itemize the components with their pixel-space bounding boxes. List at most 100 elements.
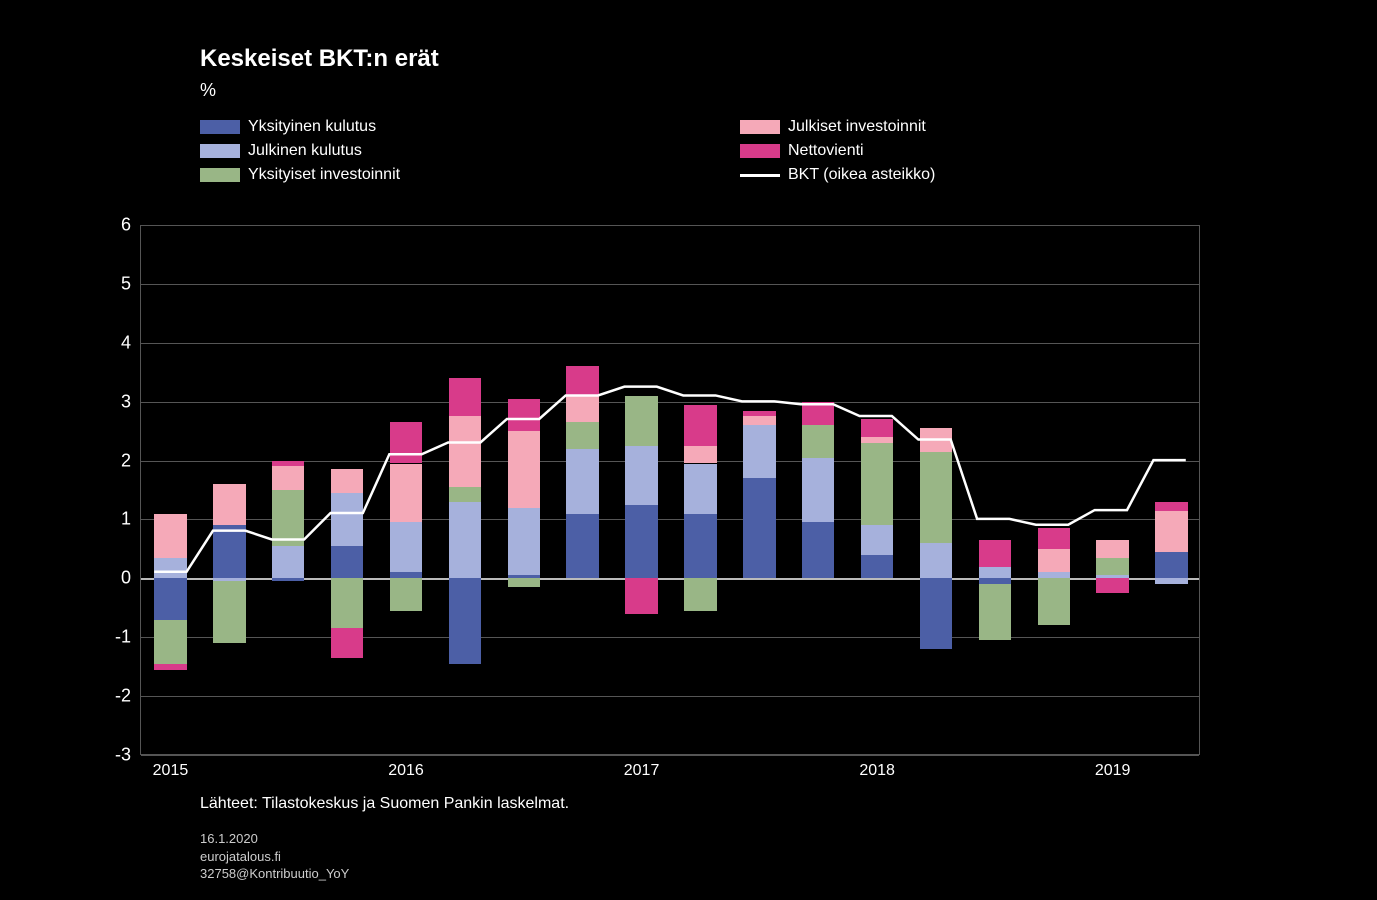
bar-segment-pub_inv	[743, 416, 775, 425]
legend-label: Yksityiset investoinnit	[248, 166, 400, 184]
bar-segment-net_exp	[566, 366, 598, 395]
bar-segment-net_exp	[1155, 502, 1187, 511]
bar-slot	[625, 225, 657, 754]
bar-slot	[154, 225, 186, 754]
bar-segment-priv_inv	[861, 443, 893, 525]
bar-slot	[508, 225, 540, 754]
legend-label: Julkiset investoinnit	[788, 118, 926, 136]
legend-label: Julkinen kulutus	[248, 142, 362, 160]
bar-segment-priv_cons	[920, 578, 952, 649]
bar-segment-pub_cons	[920, 543, 952, 578]
bar-segment-pub_cons	[625, 446, 657, 505]
x-axis-label: 2016	[388, 762, 424, 780]
bar-segment-pub_cons	[1155, 578, 1187, 584]
bar-segment-pub_cons	[743, 425, 775, 478]
bar-segment-priv_inv	[154, 620, 186, 664]
chart-subtitle: %	[200, 80, 216, 101]
bar-slot	[802, 225, 834, 754]
bar-segment-pub_inv	[1096, 540, 1128, 558]
bar-segment-priv_inv	[979, 584, 1011, 640]
bar-slot	[979, 225, 1011, 754]
bar-segment-priv_cons	[743, 478, 775, 578]
bar-segment-net_exp	[390, 422, 422, 463]
legend-swatch	[200, 120, 240, 134]
bar-slot	[920, 225, 952, 754]
bar-segment-net_exp	[331, 628, 363, 657]
bar-segment-pub_cons	[449, 502, 481, 579]
bar-slot	[684, 225, 716, 754]
legend-item: Julkinen kulutus	[200, 139, 740, 163]
bar-segment-pub_inv	[331, 469, 363, 493]
bar-segment-priv_cons	[566, 514, 598, 579]
legend-label: BKT (oikea asteikko)	[788, 166, 935, 184]
bar-segment-pub_cons	[861, 525, 893, 554]
bar-segment-pub_cons	[331, 493, 363, 546]
bar-segment-pub_inv	[566, 396, 598, 423]
legend: Yksityinen kulutus Julkinen kulutus Yksity…	[200, 115, 1200, 187]
footer: 16.1.2020 eurojatalous.fi 32758@Kontribu…	[200, 830, 349, 883]
chart-area: -3-2-1012345620152016201720182019	[140, 225, 1200, 755]
bar-slot	[861, 225, 893, 754]
bar-slot	[1038, 225, 1070, 754]
bar-segment-net_exp	[272, 461, 304, 467]
bar-segment-priv_inv	[920, 452, 952, 543]
bar-segment-net_exp	[979, 540, 1011, 567]
bar-slot	[449, 225, 481, 754]
footer-date: 16.1.2020	[200, 830, 349, 848]
bar-segment-net_exp	[684, 405, 716, 446]
bar-segment-priv_inv	[1038, 578, 1070, 625]
bar-segment-pub_cons	[390, 522, 422, 572]
bar-segment-pub_inv	[920, 428, 952, 452]
bar-segment-net_exp	[449, 378, 481, 416]
bar-segment-pub_inv	[449, 416, 481, 487]
bar-segment-priv_cons	[272, 578, 304, 581]
bar-segment-pub_inv	[272, 466, 304, 490]
bar-slot	[272, 225, 304, 754]
bar-segment-net_exp	[861, 419, 893, 437]
y-axis-label: 0	[121, 568, 131, 589]
x-axis-label: 2019	[1095, 762, 1131, 780]
bar-segment-priv_inv	[331, 578, 363, 628]
bar-segment-pub_cons	[684, 464, 716, 514]
legend-item: Nettovienti	[740, 139, 935, 163]
bar-segment-pub_inv	[1038, 549, 1070, 573]
bar-segment-pub_inv	[390, 464, 422, 523]
bar-segment-pub_inv	[508, 431, 540, 508]
plot-area: -3-2-1012345620152016201720182019	[140, 225, 1200, 755]
bar-segment-pub_cons	[566, 449, 598, 514]
y-axis-label: 2	[121, 450, 131, 471]
bar-slot	[743, 225, 775, 754]
legend-label: Yksityinen kulutus	[248, 118, 376, 136]
legend-swatch	[740, 144, 780, 158]
x-axis-label: 2015	[153, 762, 189, 780]
y-axis-label: -1	[115, 627, 131, 648]
bar-segment-priv_inv	[1096, 558, 1128, 576]
footer-site: eurojatalous.fi	[200, 848, 349, 866]
bar-segment-pub_cons	[508, 508, 540, 576]
legend-item: Yksityinen kulutus	[200, 115, 740, 139]
bar-segment-pub_inv	[154, 514, 186, 558]
chart-title: Keskeiset BKT:n erät	[200, 45, 439, 73]
bar-segment-priv_inv	[802, 425, 834, 457]
y-axis-label: 6	[121, 215, 131, 236]
x-axis-label: 2017	[624, 762, 660, 780]
y-axis-label: 3	[121, 391, 131, 412]
bar-segment-priv_cons	[802, 522, 834, 578]
bar-segment-priv_inv	[566, 422, 598, 449]
bar-segment-net_exp	[1096, 578, 1128, 593]
bar-segment-priv_inv	[390, 578, 422, 610]
bar-segment-priv_inv	[213, 581, 245, 643]
bar-segment-priv_cons	[331, 546, 363, 578]
bar-segment-priv_cons	[625, 505, 657, 579]
bar-slot	[566, 225, 598, 754]
bar-segment-net_exp	[1038, 528, 1070, 549]
bar-segment-priv_inv	[508, 578, 540, 587]
bar-segment-priv_inv	[684, 578, 716, 610]
bar-segment-priv_inv	[272, 490, 304, 546]
bar-segment-pub_inv	[684, 446, 716, 464]
legend-item: Julkiset investoinnit	[740, 115, 935, 139]
bar-segment-pub_inv	[861, 437, 893, 443]
legend-label: Nettovienti	[788, 142, 864, 160]
y-axis-label: -2	[115, 686, 131, 707]
footer-code: 32758@Kontribuutio_YoY	[200, 865, 349, 883]
